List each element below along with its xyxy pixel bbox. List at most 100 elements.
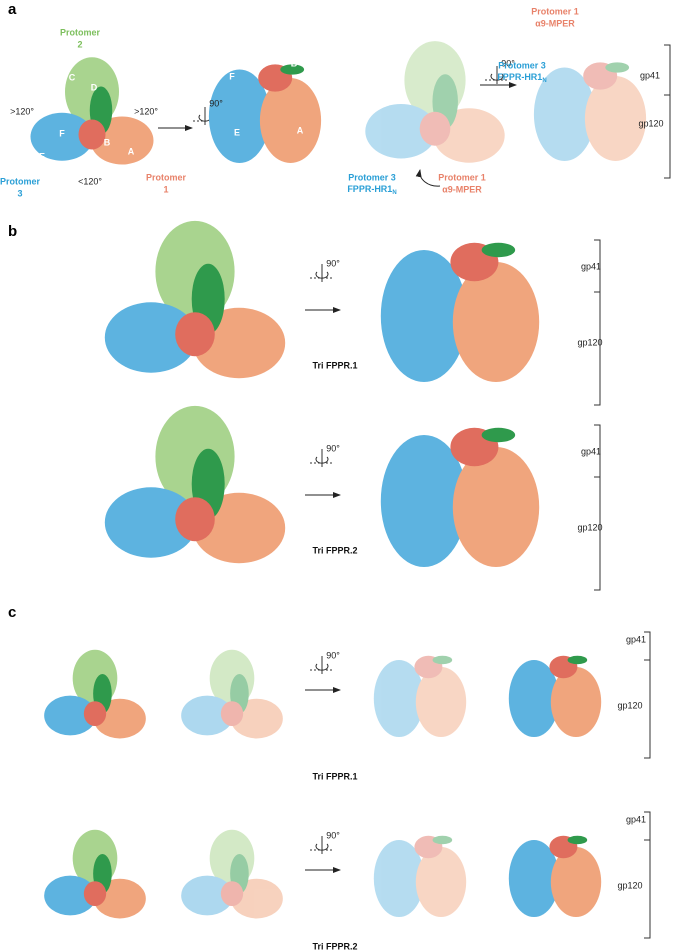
label: 90° bbox=[326, 443, 340, 453]
panel-label: a bbox=[8, 1, 17, 18]
label: 1 bbox=[163, 184, 168, 194]
label: F bbox=[59, 128, 65, 138]
density-side-view bbox=[533, 62, 647, 161]
protomer-1 bbox=[550, 667, 602, 737]
gp41-2 bbox=[280, 64, 305, 75]
panel-label: c bbox=[8, 604, 16, 621]
label: Protomer 1 bbox=[438, 172, 486, 182]
label: 90° bbox=[326, 650, 340, 660]
density-top-view bbox=[30, 57, 154, 165]
gp41-1 bbox=[175, 497, 215, 542]
protomer-3 bbox=[508, 660, 560, 737]
label: gp120 bbox=[617, 700, 642, 710]
gp41-1 bbox=[83, 701, 107, 727]
gp41-2 bbox=[432, 655, 453, 665]
label: 2 bbox=[77, 39, 82, 49]
label-subscript: N bbox=[542, 78, 546, 84]
protomer-1 bbox=[259, 78, 322, 163]
label: gp120 bbox=[617, 880, 642, 890]
label-subscript: N bbox=[392, 190, 396, 196]
density-side-view bbox=[373, 835, 467, 917]
protomer-3 bbox=[533, 67, 596, 161]
density-top-view bbox=[104, 220, 286, 379]
gp41-1 bbox=[220, 701, 244, 727]
protomer-1 bbox=[433, 108, 505, 163]
label: α9-MPER bbox=[535, 18, 575, 28]
protomer-3 bbox=[373, 840, 425, 917]
label: B bbox=[291, 58, 298, 68]
bracket bbox=[664, 44, 671, 179]
label: Protomer 3 bbox=[498, 60, 546, 70]
protomer-3 bbox=[380, 250, 468, 382]
label: gp120 bbox=[577, 337, 602, 347]
label-text: FPPR-HR1 bbox=[347, 184, 392, 194]
label: gp41 bbox=[626, 634, 646, 644]
protomer-3 bbox=[44, 875, 97, 916]
gp41-1 bbox=[419, 111, 451, 146]
label: Tri FPPR.2 bbox=[312, 941, 357, 951]
label: gp41 bbox=[581, 261, 601, 271]
protomer-2 bbox=[404, 41, 466, 120]
label: Protomer 1 bbox=[531, 6, 579, 16]
label: <120° bbox=[78, 176, 102, 186]
protomer-3 bbox=[508, 840, 560, 917]
label: F bbox=[229, 71, 235, 81]
gp41-1 bbox=[414, 835, 443, 859]
density-top-view bbox=[104, 405, 286, 564]
density-side-view bbox=[208, 64, 322, 163]
label: FPPR-HR1N bbox=[497, 72, 546, 83]
label: gp120 bbox=[638, 118, 663, 128]
density-side-view bbox=[508, 835, 602, 917]
label: gp120 bbox=[577, 522, 602, 532]
density-top-view bbox=[181, 649, 283, 739]
label: B bbox=[104, 137, 111, 147]
density-top-view bbox=[365, 41, 505, 163]
bracket bbox=[594, 424, 601, 591]
gp41-1 bbox=[220, 881, 244, 907]
label: Tri FPPR.1 bbox=[312, 360, 357, 370]
protomer-3 bbox=[44, 695, 97, 736]
protomer-3 bbox=[181, 695, 234, 736]
gp41-2 bbox=[481, 242, 516, 258]
label: FPPR-HR1N bbox=[347, 184, 396, 195]
density-side-view bbox=[508, 655, 602, 737]
gp41-2 bbox=[567, 655, 588, 665]
protomer-3 bbox=[30, 112, 94, 161]
protomer-1 bbox=[415, 847, 467, 917]
label: Protomer 3 bbox=[348, 172, 396, 182]
label: 90° bbox=[326, 830, 340, 840]
protomer-1 bbox=[584, 76, 647, 161]
gp41-1 bbox=[78, 119, 106, 150]
label: gp41 bbox=[640, 70, 660, 80]
protomer-1 bbox=[452, 447, 540, 567]
label: Protomer bbox=[0, 176, 40, 186]
density-top-view bbox=[44, 649, 146, 739]
bracket bbox=[644, 631, 651, 759]
density-side-view bbox=[380, 427, 540, 567]
protomer-3 bbox=[380, 435, 468, 567]
density-top-view bbox=[181, 829, 283, 919]
label: α9-MPER bbox=[442, 184, 482, 194]
label: 90° bbox=[209, 98, 223, 108]
gp41-2 bbox=[481, 427, 516, 443]
density-top-view bbox=[44, 829, 146, 919]
label: D bbox=[91, 82, 98, 92]
label: gp41 bbox=[581, 446, 601, 456]
density-side-view bbox=[380, 242, 540, 382]
label: gp41 bbox=[626, 814, 646, 824]
gp41-1 bbox=[83, 881, 107, 907]
protomer-3 bbox=[181, 875, 234, 916]
bracket bbox=[644, 811, 651, 939]
density-side-view bbox=[373, 655, 467, 737]
label: C bbox=[69, 72, 76, 82]
label: Protomer bbox=[146, 172, 187, 182]
label: E bbox=[234, 127, 240, 137]
label-text: FPPR-HR1 bbox=[497, 72, 542, 82]
label: A bbox=[128, 146, 135, 156]
curved-arrow bbox=[415, 169, 441, 187]
label: Tri FPPR.1 bbox=[312, 771, 357, 781]
protomer-3 bbox=[104, 487, 198, 558]
